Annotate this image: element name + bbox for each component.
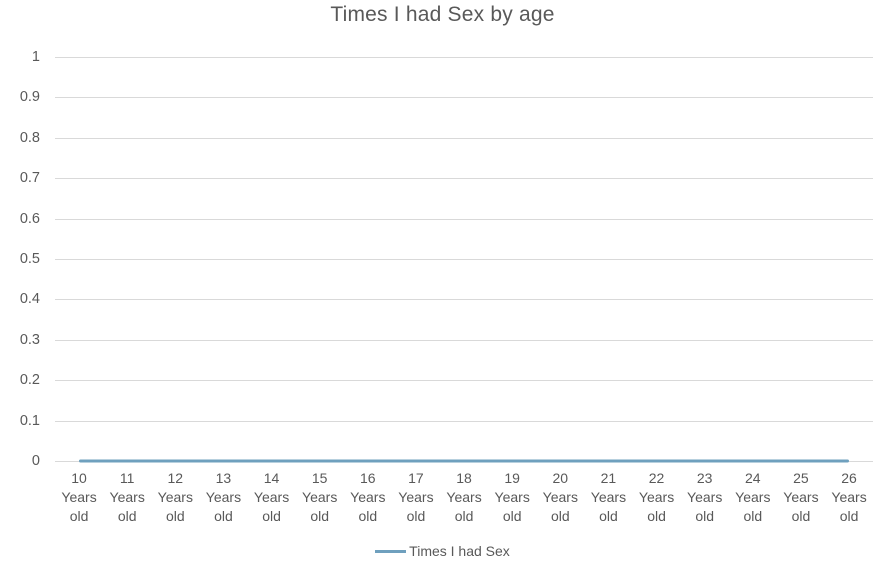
x-tick-label-line: Years (398, 489, 434, 505)
x-tick-label: 23 Years old (681, 469, 729, 526)
x-tick-label-line: 16 (360, 470, 376, 486)
x-axis-labels: 10 Years old 11 Years old 12 Years old 13 Years old… (55, 469, 873, 526)
x-tick-label-line: old (262, 508, 281, 524)
x-tick-label: 19 Years old (488, 469, 536, 526)
x-tick-label-line: old (358, 508, 378, 524)
x-tick-label-line: 22 (648, 470, 665, 486)
x-tick-label: 21 Years old (584, 469, 632, 526)
x-tick-label-line: Years (205, 489, 242, 505)
x-tick-label-line: 17 (408, 470, 424, 486)
legend: Times I had Sex (0, 542, 885, 560)
x-tick-label: 22 Years old (633, 469, 681, 526)
chart-title: Times I had Sex by age (330, 3, 555, 26)
x-tick-label-line: old (454, 508, 474, 524)
x-tick-label-line: old (550, 508, 570, 524)
x-tick-label-line: old (647, 508, 666, 524)
gridline (55, 57, 873, 58)
y-tick-label: 0.7 (19, 170, 40, 187)
y-tick-label: 0.5 (19, 251, 40, 267)
y-tick-label: 1 (31, 49, 40, 65)
x-tick-label-line: 25 (793, 470, 809, 486)
x-tick-label: 11 Years old (103, 469, 151, 526)
x-tick-label-line: 10 (71, 470, 87, 486)
x-tick-label-line: Years (735, 489, 771, 505)
y-tick-label: 0.4 (19, 291, 40, 308)
gridline (55, 259, 873, 260)
x-tick-label-line: Years (687, 489, 723, 505)
legend-label: Times I had Sex (409, 543, 510, 559)
y-tick-label: 0.6 (19, 210, 40, 227)
y-tick-label: 0.8 (19, 129, 40, 146)
y-tick-label: 0.9 (19, 89, 40, 106)
y-tick-label: 0.1 (19, 412, 40, 429)
x-tick-label: 14 Years old (248, 469, 296, 526)
x-tick-label-line: 15 (311, 470, 328, 486)
y-tick-label: 0 (31, 453, 40, 469)
x-tick-label-line: Years (494, 489, 530, 505)
x-tick-label-line: 24 (745, 470, 761, 486)
x-tick-label-line: 19 (504, 470, 520, 486)
x-tick-label: 24 Years old (729, 469, 777, 526)
gridline (55, 420, 873, 422)
x-tick-label-line: old (502, 508, 522, 524)
gridline (55, 380, 873, 382)
x-tick-label-line: old (839, 508, 859, 524)
x-tick-label-line: old (599, 508, 618, 524)
x-tick-label-line: old (165, 508, 185, 524)
y-tick-label: 0.2 (19, 372, 40, 389)
x-tick-label-line: Years (302, 489, 338, 505)
x-tick-label-line: 12 (167, 470, 184, 486)
x-tick-label: 10 Years old (55, 469, 103, 526)
x-tick-label-line: 23 (696, 470, 713, 486)
legend-line-swatch (375, 549, 407, 553)
x-tick-label-line: old (695, 508, 715, 524)
x-tick-label-line: old (117, 508, 137, 524)
x-tick-label-line: Years (446, 489, 482, 505)
plot-area: 0 0.1 0.2 0.3 0.4 0.5 0.6 0.7 0.8 0.9 1 10 Years old… (20, 49, 873, 524)
x-tick-label-line: Years (590, 489, 627, 505)
x-tick-label-line: old (743, 508, 763, 524)
x-tick-label-line: Years (109, 489, 145, 505)
x-tick-label: 18 Years old (440, 469, 488, 526)
x-tick-label: 25 Years old (777, 469, 825, 526)
gridline (55, 218, 873, 220)
x-tick-label-line: Years (638, 489, 675, 505)
x-tick-label-line: old (69, 508, 89, 524)
x-tick-label-line: old (310, 508, 330, 524)
x-tick-label-line: 13 (215, 470, 232, 486)
x-tick-label-line: Years (61, 489, 97, 505)
x-tick-label-line: 26 (841, 470, 857, 486)
gridline (55, 178, 873, 180)
gridline (55, 299, 873, 301)
x-tick-label-line: 11 (119, 470, 135, 486)
x-tick-label-line: 18 (456, 470, 472, 486)
x-tick-label: 16 Years old (344, 469, 392, 526)
x-tick-label: 26 Years old (825, 469, 873, 526)
x-tick-label-line: Years (350, 489, 386, 505)
x-tick-label-line: Years (783, 489, 819, 505)
x-tick-label: 20 Years old (536, 469, 584, 526)
x-tick-label-line: Years (253, 489, 290, 505)
x-tick-label-line: Years (157, 489, 193, 505)
x-tick-label-line: old (791, 508, 811, 524)
x-tick-label: 17 Years old (392, 469, 440, 526)
x-tick-label-line: 21 (600, 470, 617, 486)
x-tick-label-line: Years (831, 489, 867, 505)
x-tick-label: 13 Years old (199, 469, 247, 526)
x-tick-label-line: 20 (552, 470, 569, 486)
gridline (55, 339, 873, 341)
y-tick-label: 0.3 (19, 331, 40, 348)
gridline (55, 97, 873, 99)
x-tick-label-line: Years (542, 489, 578, 505)
x-tick-label-line: 14 (263, 470, 280, 486)
x-tick-label-line: old (406, 508, 426, 524)
x-tick-label: 12 Years old (151, 469, 199, 526)
series-line (79, 459, 849, 463)
x-tick-label: 15 Years old (296, 469, 344, 526)
x-tick-label-line: old (214, 508, 233, 524)
gridline (55, 137, 873, 139)
